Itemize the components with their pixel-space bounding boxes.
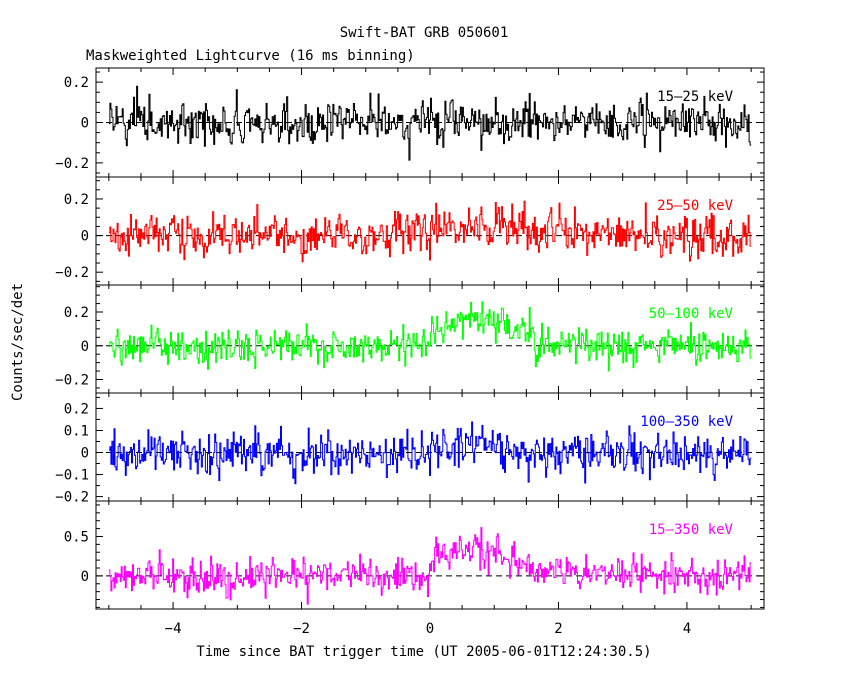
panel-4: −0.2 −0.1 0 0.1 0.2 100–350 keV [55, 392, 765, 506]
y-tick-label: 0 [81, 116, 89, 132]
band-label: 100–350 keV [640, 414, 733, 430]
y-tick-label: 0.2 [64, 305, 89, 321]
band-label: 50–100 keV [649, 306, 734, 322]
lightcurve-25-50-kev [108, 200, 752, 263]
panel-1: −0.2 0 0.2 15–25 keV [55, 67, 765, 178]
band-label: 25–50 keV [657, 198, 733, 214]
y-tick-label: 0.1 [64, 423, 89, 439]
x-tick-label: −4 [165, 621, 182, 637]
lightcurve-100-350-kev [108, 421, 752, 485]
x-tick-label: 0 [426, 621, 434, 637]
lightcurve-15-350-kev [108, 527, 752, 605]
y-tick-label: −0.2 [55, 265, 89, 281]
y-tick-label: −0.2 [55, 373, 89, 389]
y-axis-label: Counts/sec/det [10, 283, 26, 401]
chart-subtitle: Maskweighted Lightcurve (16 ms binning) [86, 48, 415, 64]
y-tick-label: 0.2 [64, 192, 89, 208]
y-tick-label: 0.2 [64, 75, 89, 91]
panels-group: −0.200.215–25 keV−0.200.2 25–50 keV−0.200… [55, 67, 765, 637]
x-tick-label: 4 [683, 621, 691, 637]
y-tick-label: −0.2 [55, 490, 89, 506]
y-tick-label: 0.2 [64, 401, 89, 417]
lightcurve-50-100-kev [108, 301, 752, 372]
panel-5: 0 0.5 15–350 keV [64, 500, 765, 610]
y-tick-label: 0 [81, 229, 89, 245]
band-label: 15–25 keV [657, 89, 733, 105]
x-axis-label: Time since BAT trigger time (UT 2005-06-… [196, 644, 651, 660]
chart-title: Swift-BAT GRB 050601 [340, 25, 509, 41]
y-tick-label: −0.2 [55, 156, 89, 172]
y-tick-label: 0 [81, 569, 89, 585]
band-label: 15–350 keV [649, 522, 734, 538]
y-tick-label: −0.1 [55, 468, 89, 484]
lightcurve-15-25-kev [108, 85, 752, 161]
panel-3: −0.2 0 0.2 50–100 keV [55, 284, 765, 394]
x-tick-label: 2 [554, 621, 562, 637]
y-tick-label: 0 [81, 339, 89, 355]
panel-2: −0.2 0 0.2 25–50 keV [55, 176, 765, 286]
y-tick-label: 0.5 [64, 529, 89, 545]
y-tick-label: 0 [81, 446, 89, 462]
x-tick-label: −2 [293, 621, 310, 637]
